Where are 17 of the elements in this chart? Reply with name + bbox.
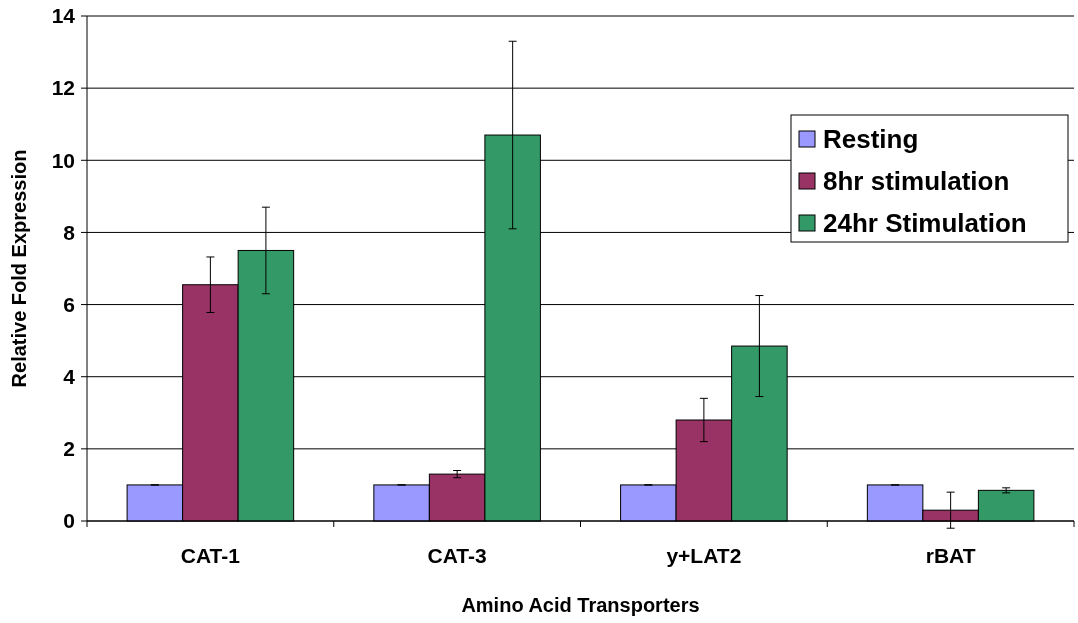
x-tick-label: rBAT xyxy=(925,544,976,567)
legend-label: 8hr stimulation xyxy=(823,166,1010,197)
y-axis-title: Relative Fold Expression xyxy=(8,149,30,388)
x-axis-title: Amino Acid Transporters xyxy=(461,594,700,616)
y-tick-label: 12 xyxy=(51,76,75,100)
legend-label: Resting xyxy=(823,124,919,155)
y-tick-label: 10 xyxy=(51,148,75,172)
x-tick-label: y+LAT2 xyxy=(666,544,742,567)
y-tick-label: 0 xyxy=(63,509,75,533)
y-tick-label: 6 xyxy=(63,292,75,316)
y-tick-label: 14 xyxy=(51,4,76,28)
x-tick-label: CAT-3 xyxy=(427,544,487,567)
y-tick-label: 2 xyxy=(63,437,75,461)
y-tick-label: 8 xyxy=(63,220,76,244)
x-tick-label: CAT-1 xyxy=(180,544,241,567)
legend-label: 24hr Stimulation xyxy=(823,208,1027,239)
y-tick-label: 4 xyxy=(63,365,76,389)
